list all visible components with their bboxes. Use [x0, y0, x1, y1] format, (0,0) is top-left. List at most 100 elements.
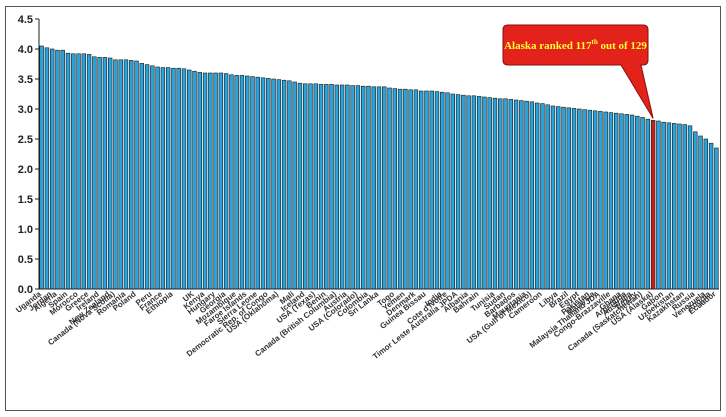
bar: [55, 49, 60, 290]
callout-tail: out of 129: [598, 40, 648, 52]
bar: [229, 74, 234, 290]
bar: [81, 53, 87, 290]
bar: [71, 53, 76, 290]
chart-frame: 0.0 0.5 1.0 1.5 2.0 2.5 3.0 3.5 4.0 4.5 Uganda Jor…: [5, 6, 721, 411]
bar: [165, 67, 171, 290]
bar: [445, 92, 450, 290]
bar: [471, 95, 477, 290]
bar: [271, 78, 276, 290]
bar: [129, 60, 134, 290]
bar: [550, 105, 556, 290]
bar: [123, 59, 129, 290]
bar: [334, 84, 340, 290]
bar: [656, 120, 661, 290]
y-tick-label: 0.5: [18, 254, 33, 266]
bar: [208, 72, 213, 290]
bar: [577, 108, 582, 290]
y-tick-label: 2.5: [18, 134, 33, 146]
bar: [661, 121, 666, 290]
bar: [49, 48, 55, 290]
bar: [318, 84, 324, 290]
bar: [556, 106, 561, 290]
bar: [671, 123, 677, 290]
bar: [640, 117, 645, 290]
bar: [629, 114, 635, 290]
bar: [76, 53, 81, 290]
bar: [403, 88, 408, 290]
bar: [260, 77, 266, 290]
bar: [424, 90, 429, 290]
bars: [39, 45, 719, 290]
bar: [155, 66, 160, 290]
bar: [218, 72, 224, 290]
bar: [540, 103, 545, 290]
y-tick-label: 3.0: [18, 104, 33, 116]
bar: [387, 87, 392, 290]
bar: [492, 97, 498, 290]
bar: [698, 135, 703, 290]
callout-text: Alaska ranked 117th out of 129: [504, 38, 647, 52]
bar: [160, 67, 166, 290]
bar: [519, 100, 524, 290]
bar: [371, 86, 376, 290]
bar: [223, 73, 229, 290]
bar: [250, 76, 255, 290]
y-axis: 0.0 0.5 1.0 1.5 2.0 2.5 3.0 3.5 4.0 4.5: [18, 14, 40, 296]
bar: [461, 94, 466, 290]
bar: [118, 59, 123, 290]
bar: [202, 72, 208, 290]
bar: [450, 93, 455, 290]
callout-superscript: th: [591, 38, 597, 46]
y-tick-label: 2.0: [18, 164, 33, 176]
bar: [239, 75, 245, 290]
bar: [645, 118, 651, 290]
bar: [687, 125, 693, 290]
bar-highlighted: [650, 120, 656, 290]
bar: [397, 88, 403, 290]
bar: [144, 64, 150, 290]
bar: [608, 112, 614, 290]
bar: [245, 75, 250, 290]
bar: [566, 107, 571, 290]
bar: [297, 82, 303, 290]
bar: [503, 98, 508, 290]
y-tick-label: 3.5: [18, 74, 33, 86]
bar: [97, 57, 102, 290]
bar: [92, 56, 97, 290]
y-tick-label: 4.5: [18, 14, 33, 26]
x-axis: UgandaJordanAlgeriaSpainMoroccoGreeceIre…: [14, 288, 719, 361]
bar: [281, 79, 287, 290]
bar: [171, 67, 176, 290]
bar: [682, 124, 687, 290]
bar: [614, 112, 619, 290]
bar: [192, 70, 197, 290]
bar: [587, 109, 593, 290]
callout-bubble: [502, 24, 654, 119]
bar: [598, 111, 603, 290]
bar: [382, 86, 387, 290]
bar: [376, 86, 382, 290]
bar: [529, 101, 535, 290]
y-tick-label: 0.0: [18, 284, 33, 296]
bar: [434, 91, 440, 290]
bar: [408, 89, 413, 290]
bar: [339, 84, 345, 290]
bar: [60, 49, 65, 290]
bar: [487, 97, 492, 290]
bar: [350, 85, 355, 290]
ranking-callout: Alaska ranked 117th out of 129: [502, 24, 654, 119]
bar: [266, 78, 271, 290]
bar: [139, 63, 144, 290]
bar: [603, 111, 608, 290]
bar: [677, 123, 682, 290]
bar: [592, 110, 598, 290]
bar: [329, 84, 334, 290]
bar: [561, 106, 566, 290]
bar: [545, 104, 550, 290]
bar: [308, 83, 313, 290]
bar: [418, 90, 424, 290]
y-tick-label: 1.0: [18, 224, 33, 236]
bar: [276, 79, 282, 290]
bar: [498, 98, 503, 290]
bar: [571, 108, 577, 290]
